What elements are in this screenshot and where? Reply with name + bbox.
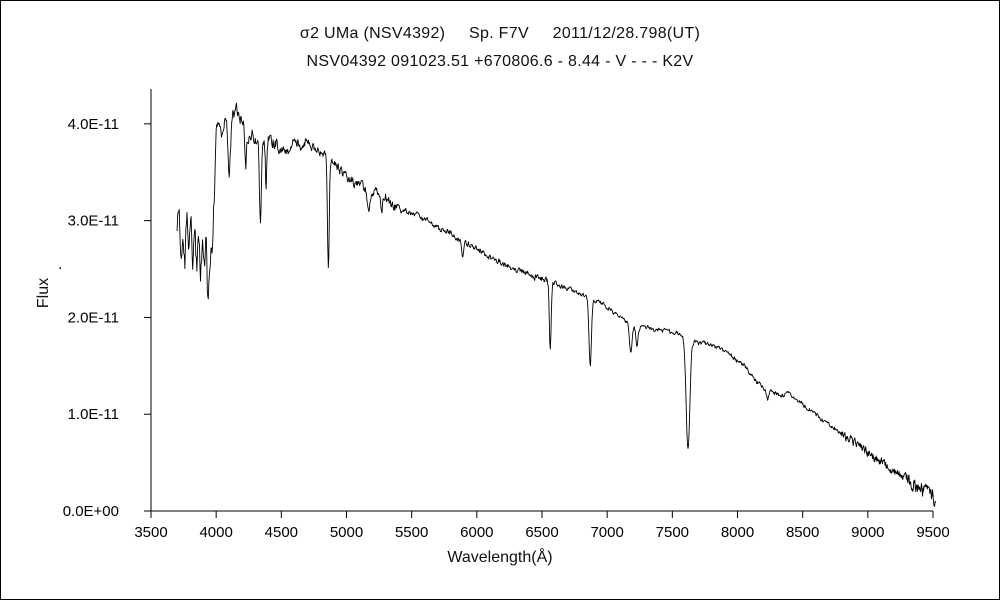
x-tick-label: 5500 xyxy=(395,524,428,541)
y-axis-dot: . xyxy=(58,256,63,273)
x-tick-label: 9500 xyxy=(916,524,949,541)
chart-subtitle: NSV04392 091023.51 +670806.6 - 8.44 - V … xyxy=(306,53,694,70)
x-tick-label: 7500 xyxy=(656,524,689,541)
y-axis-title: Flux xyxy=(35,277,52,309)
y-tick-label: 0.0E+00 xyxy=(63,503,119,520)
y-tick-label: 3.0E-11 xyxy=(68,213,119,230)
x-tick-label: 8500 xyxy=(786,524,819,541)
y-tick-label: 2.0E-11 xyxy=(68,309,119,326)
x-tick-label: 4500 xyxy=(265,524,298,541)
chart-title: σ2 UMa (NSV4392) Sp. F7V 2011/12/28.798(… xyxy=(299,25,701,42)
x-tick-label: 3500 xyxy=(134,524,167,541)
x-tick-label: 4000 xyxy=(199,524,232,541)
spectrum-line xyxy=(176,102,937,507)
x-axis-title: Wavelength(Å) xyxy=(447,549,553,566)
x-tick-label: 6000 xyxy=(460,524,493,541)
y-tick-label: 4.0E-11 xyxy=(68,116,119,133)
x-tick-label: 7000 xyxy=(590,524,623,541)
y-tick-label: 1.0E-11 xyxy=(68,406,119,423)
x-tick-label: 9000 xyxy=(851,524,884,541)
x-tick-label: 8000 xyxy=(721,524,754,541)
x-tick-label: 5000 xyxy=(330,524,363,541)
x-tick-label: 6500 xyxy=(525,524,558,541)
